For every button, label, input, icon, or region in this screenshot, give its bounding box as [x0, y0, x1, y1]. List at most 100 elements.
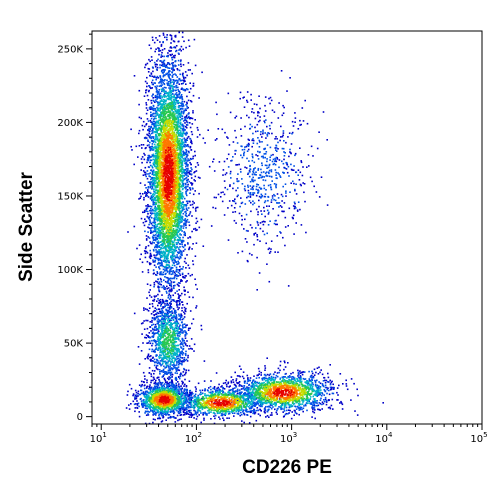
data-point — [164, 259, 167, 262]
data-point — [180, 373, 183, 375]
data-point — [184, 118, 187, 121]
data-point — [162, 60, 165, 63]
data-point — [154, 413, 157, 416]
data-point — [162, 369, 165, 372]
data-point — [297, 371, 300, 374]
data-point — [185, 267, 187, 269]
data-point — [288, 412, 290, 414]
data-point — [258, 146, 261, 148]
data-point — [168, 245, 171, 248]
data-point — [303, 405, 305, 407]
data-point — [257, 224, 260, 226]
data-point — [162, 87, 164, 89]
data-point — [168, 367, 170, 369]
data-point — [157, 278, 159, 280]
data-point — [261, 136, 263, 138]
data-point — [171, 256, 173, 258]
data-point — [188, 380, 191, 382]
data-point — [184, 153, 187, 156]
data-point — [174, 256, 177, 259]
data-point — [291, 411, 293, 413]
data-point — [257, 114, 259, 117]
data-point — [266, 133, 268, 136]
data-point — [162, 265, 165, 268]
data-point — [176, 246, 179, 248]
data-point — [164, 300, 166, 303]
data-point — [243, 421, 245, 424]
data-point — [254, 402, 257, 405]
data-point — [163, 313, 166, 315]
data-point — [135, 145, 138, 148]
data-point — [275, 149, 277, 151]
data-point — [167, 82, 170, 85]
data-point — [144, 166, 147, 169]
data-point — [150, 255, 152, 258]
data-point — [157, 122, 159, 125]
data-point — [149, 161, 151, 164]
data-point — [277, 407, 279, 410]
data-point — [149, 205, 152, 208]
data-point — [185, 138, 187, 141]
data-point — [276, 158, 279, 160]
data-point — [146, 252, 149, 254]
data-point — [268, 376, 270, 379]
data-point — [154, 180, 156, 183]
data-point — [150, 379, 153, 382]
data-point — [245, 167, 248, 169]
data-point — [237, 194, 239, 197]
data-point — [140, 380, 143, 383]
data-point — [267, 196, 270, 198]
data-point — [154, 101, 156, 103]
data-point — [143, 152, 145, 155]
data-point — [178, 369, 181, 372]
data-point — [153, 309, 156, 312]
data-point — [225, 172, 228, 174]
data-point — [148, 89, 150, 92]
data-point — [199, 177, 201, 179]
data-point — [152, 239, 155, 241]
data-point — [149, 119, 152, 122]
data-point — [153, 173, 155, 175]
data-point — [277, 141, 279, 144]
data-point — [167, 377, 169, 380]
data-point — [328, 381, 330, 383]
data-point — [237, 180, 239, 183]
data-point — [247, 148, 250, 151]
data-point — [158, 246, 161, 248]
data-point — [264, 373, 266, 376]
data-point — [185, 164, 188, 166]
data-point — [319, 371, 321, 374]
data-point — [322, 385, 325, 388]
data-point — [152, 149, 155, 151]
data-point — [316, 394, 319, 396]
data-point — [190, 117, 192, 119]
data-point — [176, 275, 178, 278]
data-point — [182, 327, 184, 329]
data-point — [150, 178, 152, 181]
data-point — [169, 289, 171, 291]
data-point — [148, 166, 151, 169]
data-point — [156, 212, 159, 214]
data-point — [332, 392, 335, 395]
data-point — [311, 180, 313, 183]
data-point — [136, 247, 138, 250]
data-point — [243, 393, 245, 395]
data-point — [147, 191, 150, 194]
data-point — [282, 147, 285, 150]
data-point — [199, 389, 201, 392]
data-point — [149, 294, 151, 297]
data-point — [249, 195, 252, 197]
data-point — [173, 104, 175, 106]
data-point — [182, 108, 184, 110]
data-point — [188, 345, 191, 347]
data-point — [155, 111, 157, 113]
data-point — [169, 83, 171, 85]
data-point — [246, 144, 249, 146]
data-point — [167, 279, 170, 282]
data-point — [183, 159, 186, 161]
data-point — [255, 403, 257, 406]
data-point — [262, 223, 265, 226]
data-point — [181, 341, 183, 344]
data-point — [255, 208, 258, 211]
data-point — [151, 170, 154, 173]
